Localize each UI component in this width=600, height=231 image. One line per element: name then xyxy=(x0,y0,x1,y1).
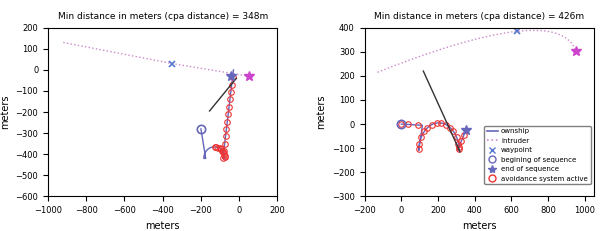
X-axis label: meters: meters xyxy=(145,221,180,231)
Legend: ownship, intruder, waypoint, begining of sequence, end of sequence, avoidance sy: ownship, intruder, waypoint, begining of… xyxy=(484,125,590,184)
Title: Min distance in meters (cpa distance) = 348m: Min distance in meters (cpa distance) = … xyxy=(58,12,268,21)
Title: Min distance in meters (cpa distance) = 426m: Min distance in meters (cpa distance) = … xyxy=(374,12,584,21)
Y-axis label: meters: meters xyxy=(0,95,10,129)
X-axis label: meters: meters xyxy=(462,221,497,231)
Y-axis label: meters: meters xyxy=(316,95,326,129)
